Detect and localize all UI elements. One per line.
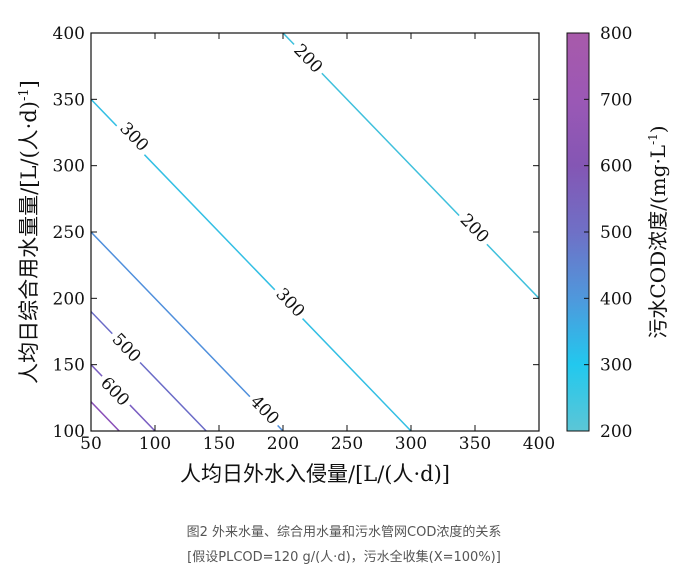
colorbar-tick-label: 600 (600, 157, 632, 177)
y-tick-label: 400 (53, 24, 85, 44)
contour-line-500 (91, 311, 207, 431)
contour-label-bg (93, 369, 138, 414)
colorbar-tick-label: 200 (600, 422, 632, 442)
contour-label-bg (453, 205, 497, 251)
figure-caption-note: [假设PLCOD=120 g/(人·d)，污水全收集(X=100%)] (187, 550, 501, 565)
x-tick-label: 400 (523, 434, 555, 454)
y-tick-label: 250 (53, 223, 85, 243)
colorbar-ticks: 200 300 400 500 600 700 800 (584, 24, 632, 442)
colorbar-tick-label: 800 (600, 24, 632, 44)
contour-line-700 (91, 401, 120, 431)
y-tick-label: 200 (53, 289, 85, 309)
colorbar-label-tail: ) (646, 125, 670, 133)
x-tick-label: 100 (139, 434, 171, 454)
x-tick-label: 150 (203, 434, 235, 454)
contour-label-bg (243, 387, 287, 432)
y-axis-label-tail: ] (17, 80, 41, 88)
x-tick-label: 200 (267, 434, 299, 454)
contour-line-200 (282, 33, 539, 299)
colorbar-label-sup: -1 (646, 133, 660, 145)
colorbar-tick-label: 400 (600, 289, 632, 309)
colorbar-label: 污水COD浓度/(mg·L-1) (646, 125, 670, 338)
y-tick-label: 100 (53, 422, 85, 442)
y-axis-label: 人均日综合用水量量/[L/(人·d)-1] (17, 80, 41, 384)
y-axis-label-sup: -1 (17, 88, 32, 101)
colorbar-tick-label: 300 (600, 356, 632, 376)
x-tick-label: 350 (459, 434, 491, 454)
y-tick-label: 150 (53, 356, 85, 376)
contour-label-bg (268, 280, 313, 325)
x-tick-label: 300 (395, 434, 427, 454)
contour-label-bg (286, 36, 331, 81)
y-tick-label: 300 (53, 157, 85, 177)
x-tick-label: 250 (331, 434, 363, 454)
colorbar-tick-label: 700 (600, 90, 632, 110)
x-axis-label: 人均日外水入侵量/[L/(人·d)] (180, 462, 450, 486)
figure-caption: 图2 外来水量、综合用水量和污水管网COD浓度的关系 (186, 525, 502, 540)
y-axis-ticks: 100 150 200 250 300 350 400 (53, 24, 539, 442)
x-axis-ticks: 50 100 150 200 250 300 350 400 (80, 33, 555, 454)
contour-label-bg (105, 325, 149, 370)
colorbar-tick-label: 500 (600, 223, 632, 243)
y-tick-label: 350 (53, 90, 85, 110)
contour-label-bg (112, 114, 157, 159)
x-tick-label: 50 (80, 434, 102, 454)
